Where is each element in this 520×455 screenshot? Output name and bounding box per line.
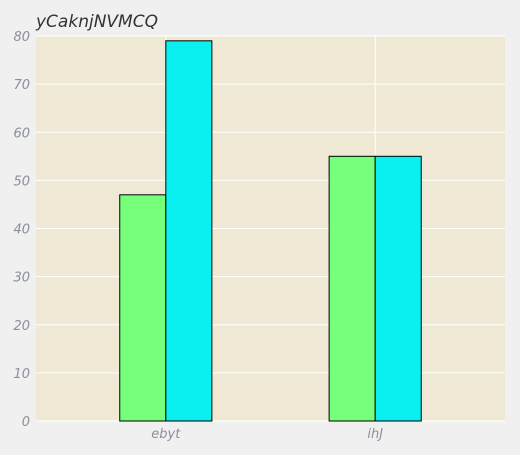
y-tick-label: 10 [13,367,30,382]
bar [374,155,422,422]
y-tick-label: 20 [13,319,30,334]
y-tick-label: 70 [13,78,30,93]
x-tick-label: ihJ [367,427,383,442]
y-tick-label: 40 [13,223,30,238]
bar [119,194,167,422]
chart-title: yCaknjNVMCQ [35,12,158,32]
x-tick-label: ebyt [151,427,181,442]
x-axis-ticks: ebyt ihJ [151,427,383,442]
y-tick-label: 0 [22,415,30,430]
bar [165,40,213,422]
y-tick-label: 60 [13,126,30,141]
y-tick-label: 30 [13,271,30,286]
bar [328,155,376,422]
y-axis-ticks: 0 10 20 30 40 50 60 70 80 [13,30,30,430]
bars [119,40,422,422]
y-tick-label: 50 [13,174,30,189]
y-tick-label: 80 [13,30,30,45]
